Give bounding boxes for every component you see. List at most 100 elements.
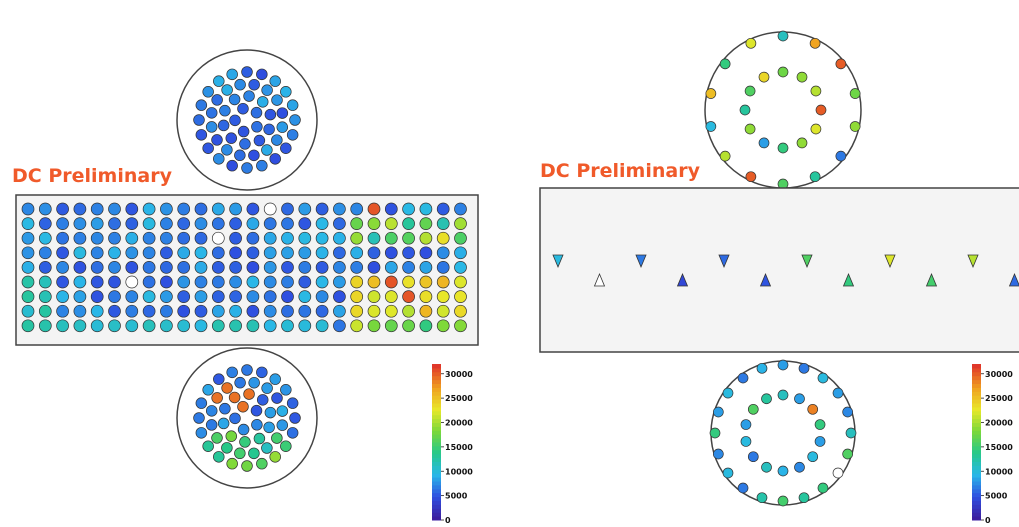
cap-pmt <box>253 134 266 147</box>
barrel-pmt <box>38 217 52 230</box>
left-colorbar: 30000 25000 20000 15000 10000 5000 0 <box>432 364 473 525</box>
cap-pmt <box>205 121 218 133</box>
colorbar-segment <box>432 488 441 494</box>
colorbar-segment <box>432 442 441 447</box>
barrel-pmt <box>56 319 69 333</box>
barrel-pmt <box>298 275 312 289</box>
barrel-pmt <box>454 290 467 303</box>
right-top-cap <box>704 30 862 190</box>
cap-pmt <box>832 467 844 479</box>
barrel-pmt <box>246 246 260 260</box>
barrel-marker <box>925 272 938 287</box>
barrel-pmt <box>229 319 242 333</box>
barrel-pmt <box>21 261 35 274</box>
colorbar-segment <box>432 387 441 392</box>
cap-pmt <box>777 465 789 477</box>
barrel-pmt <box>402 319 415 333</box>
cap-pmt <box>845 427 857 439</box>
colorbar-segment <box>432 508 441 513</box>
barrel-pmt <box>194 275 208 289</box>
colorbar-segment <box>432 399 441 404</box>
barrel-pmt <box>281 231 294 245</box>
barrel-pmt <box>142 246 156 260</box>
left-colorbar-label: 25000 <box>445 394 473 403</box>
cap-pmt <box>276 405 289 417</box>
barrel-pmt <box>436 261 450 274</box>
barrel-pmt <box>229 304 242 318</box>
cap-pmt <box>256 394 269 406</box>
left-barrel-pmts <box>21 202 467 333</box>
colorbar-segment <box>432 473 441 478</box>
barrel-pmt <box>315 290 329 303</box>
barrel-pmt <box>315 202 329 216</box>
left-top-cap <box>176 49 318 191</box>
left-colorbar-label: 30000 <box>445 370 473 379</box>
right-barrel-markers <box>552 254 1019 287</box>
colorbar-segment <box>972 430 981 435</box>
barrel-pmt <box>436 290 450 303</box>
right-bottom-cap <box>709 359 857 507</box>
barrel-pmt <box>73 304 87 318</box>
barrel-pmt <box>211 261 225 274</box>
barrel-marker <box>635 254 647 269</box>
cap-pmt <box>205 107 218 119</box>
cap-pmt <box>796 71 808 83</box>
colorbar-segment <box>432 504 441 509</box>
barrel-pmt <box>367 290 381 303</box>
barrel-marker <box>884 254 896 269</box>
barrel-pmt <box>125 319 139 333</box>
cap-pmt <box>832 387 844 399</box>
colorbar-segment <box>432 426 441 431</box>
left-bottom-cap <box>176 347 318 489</box>
colorbar-segment <box>432 477 441 482</box>
colorbar-segment <box>972 496 981 501</box>
left-colorbar-label: 10000 <box>445 467 473 476</box>
barrel-pmt <box>194 217 208 230</box>
cap-pmt <box>756 492 768 504</box>
colorbar-segment <box>432 465 441 470</box>
cap-pmt <box>835 58 847 70</box>
colorbar-segment <box>972 449 981 455</box>
barrel-pmt <box>402 231 415 245</box>
cap-pmt <box>271 134 283 146</box>
cap-pmt <box>239 138 251 150</box>
cap-pmt <box>810 85 822 97</box>
barrel-pmt <box>384 304 398 318</box>
colorbar-segment <box>972 391 981 396</box>
cap-pmt <box>217 417 230 430</box>
cap-pmt <box>225 430 238 442</box>
barrel-pmt <box>419 261 433 274</box>
cap-pmt <box>202 86 214 98</box>
barrel-marker <box>676 272 689 287</box>
colorbar-segment <box>432 414 441 420</box>
left-event-display: 30000 25000 20000 15000 10000 5000 0 DC Prelim… <box>0 0 500 527</box>
barrel-pmt <box>281 261 294 274</box>
cap-pmt <box>251 419 263 431</box>
cap-pmt <box>271 392 283 404</box>
colorbar-segment <box>432 371 441 377</box>
barrel-pmt <box>315 217 329 230</box>
cap-pmt <box>211 94 223 106</box>
barrel-pmt <box>229 290 242 303</box>
cap-pmt <box>193 114 205 126</box>
barrel-pmt <box>90 246 104 260</box>
barrel-pmt <box>160 246 173 260</box>
left-colorbar-label: 5000 <box>445 492 468 501</box>
barrel-pmt <box>350 217 364 230</box>
colorbar-segment <box>972 371 981 377</box>
colorbar-segment <box>432 391 441 396</box>
barrel-pmt <box>38 275 52 289</box>
cap-pmt <box>814 436 826 447</box>
cap-pmt <box>195 397 208 409</box>
barrel-marker <box>967 254 979 269</box>
cap-pmt <box>280 142 292 154</box>
barrel-pmt <box>246 304 260 318</box>
barrel-pmt <box>108 246 121 260</box>
barrel-pmt <box>229 246 242 260</box>
barrel-pmt <box>263 217 277 230</box>
barrel-pmt <box>125 290 139 303</box>
barrel-pmt <box>108 275 121 289</box>
right-colorbar-label: 30000 <box>985 370 1013 379</box>
barrel-pmt <box>333 217 346 230</box>
barrel-pmt <box>56 217 69 230</box>
